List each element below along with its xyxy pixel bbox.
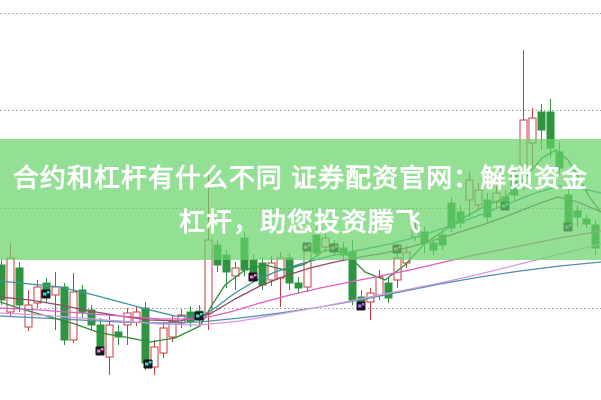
signal-marker-glyph bbox=[254, 274, 257, 277]
candle-body bbox=[24, 304, 33, 328]
signal-marker-glyph bbox=[196, 314, 200, 318]
signal-marker-glyph bbox=[145, 362, 149, 366]
candle-body bbox=[537, 111, 546, 131]
candle-body bbox=[150, 346, 159, 368]
candle-body bbox=[51, 286, 60, 296]
candle-body bbox=[69, 291, 78, 341]
candle-body bbox=[105, 324, 114, 358]
candle-body bbox=[384, 282, 393, 299]
candle-body bbox=[168, 321, 177, 338]
signal-marker-glyph bbox=[101, 348, 104, 351]
candle-body bbox=[285, 257, 294, 284]
candle-body bbox=[87, 309, 96, 326]
candle-body bbox=[294, 282, 303, 289]
signal-marker-glyph bbox=[43, 292, 47, 296]
headline-line-2: 杠杆，助您投资腾飞 bbox=[178, 206, 422, 237]
candle-body bbox=[33, 286, 42, 304]
signal-marker-glyph bbox=[362, 303, 365, 306]
candle-body bbox=[114, 331, 123, 338]
candle-body bbox=[96, 324, 105, 349]
signal-marker-glyph bbox=[47, 291, 50, 294]
candle-body bbox=[60, 286, 69, 341]
candle-body bbox=[231, 267, 240, 277]
signal-marker-glyph bbox=[358, 304, 362, 308]
signal-marker-glyph bbox=[97, 349, 101, 353]
candle-body bbox=[78, 289, 87, 313]
ma-lavender bbox=[0, 243, 601, 326]
signal-marker-glyph bbox=[149, 361, 152, 364]
signal-marker-glyph bbox=[200, 313, 203, 316]
signal-marker-glyph bbox=[250, 275, 254, 279]
candle-body bbox=[15, 267, 24, 306]
candle-body bbox=[141, 307, 150, 364]
candle-body bbox=[375, 276, 384, 296]
headline-line-1: 合约和杠杆有什么不同 证券配资官网：解锁资金 bbox=[12, 162, 589, 193]
candle-body bbox=[123, 312, 132, 326]
candle-body bbox=[249, 259, 258, 274]
candle-body bbox=[0, 264, 6, 301]
headline-overlay: 合约和杠杆有什么不同 证券配资官网：解锁资金 杠杆，助您投资腾飞 bbox=[0, 139, 601, 260]
